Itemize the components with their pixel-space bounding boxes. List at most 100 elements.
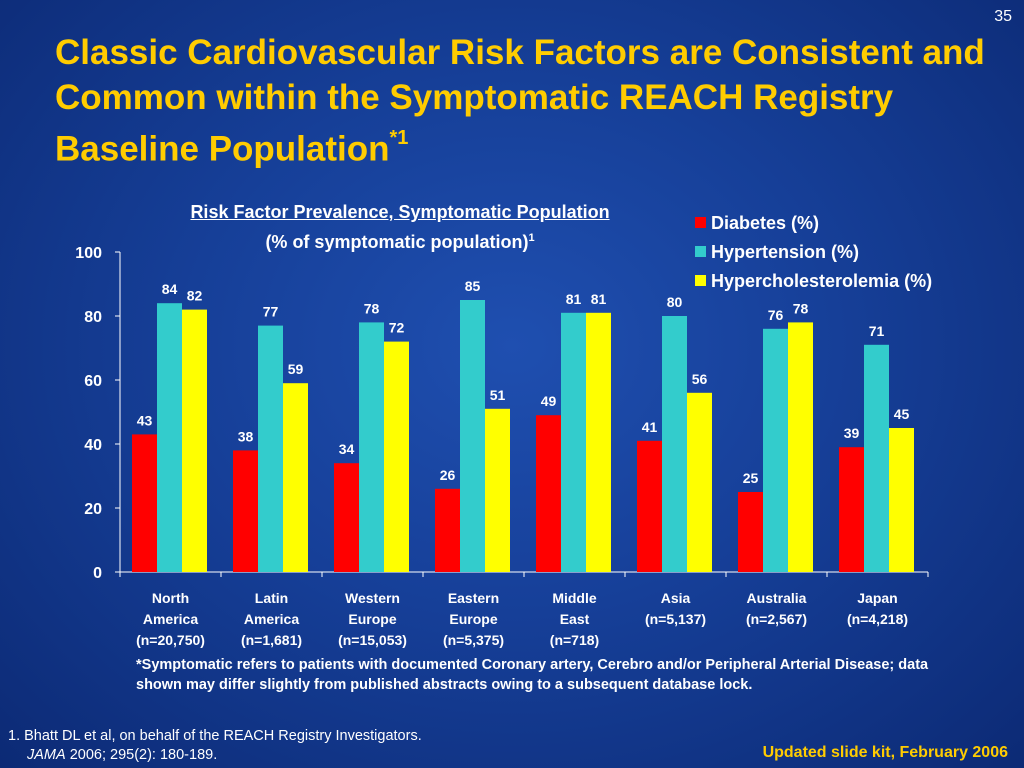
reference-line-2: JAMA 2006; 295(2): 180-189.: [8, 746, 422, 765]
data-label: 25: [743, 470, 759, 486]
data-label: 41: [642, 419, 658, 435]
data-label: 71: [869, 323, 885, 339]
bar: [687, 392, 712, 572]
data-label: 43: [137, 412, 153, 428]
x-tick-label: (n=5,375): [443, 632, 504, 648]
bar: [864, 344, 889, 572]
data-label: 81: [566, 291, 582, 307]
reference: 1. Bhatt DL et al, on behalf of the REAC…: [8, 727, 422, 765]
reference-line-1: 1. Bhatt DL et al, on behalf of the REAC…: [8, 728, 422, 744]
updated-note: Updated slide kit, February 2006: [762, 744, 1008, 761]
bar: [334, 463, 359, 572]
bar: [182, 309, 207, 572]
x-tick-label: (n=1,681): [241, 632, 302, 648]
x-tick-label: Europe: [348, 611, 396, 627]
y-tick-label: 40: [84, 437, 102, 454]
x-tick-label: America: [143, 611, 198, 627]
slide-number: 35: [994, 8, 1012, 25]
data-label: 45: [894, 406, 910, 422]
x-tick-label: America: [244, 611, 299, 627]
chart-subtitle: (% of symptomatic population): [265, 232, 529, 252]
legend-label-hypertension: Hypertension (%): [711, 242, 860, 262]
data-label: 80: [667, 294, 683, 310]
chart-title-block: Risk Factor Prevalence, Symptomatic Popu…: [110, 199, 690, 255]
x-tick-label: (n=5,137): [645, 611, 706, 627]
x-tick-label: Western: [345, 590, 400, 606]
x-tick-label: Japan: [857, 590, 897, 606]
bar: [763, 328, 788, 572]
footnote: *Symptomatic refers to patients with doc…: [136, 657, 929, 693]
y-tick-label: 0: [93, 565, 102, 582]
x-tick-label: Europe: [449, 611, 497, 627]
legend-swatch-hypercholesterolemia: [695, 275, 706, 286]
data-label: 49: [541, 393, 557, 409]
x-tick-label: Australia: [747, 590, 807, 606]
data-label: 85: [465, 278, 481, 294]
x-tick-label: (n=4,218): [847, 611, 908, 627]
x-tick-label: (n=718): [550, 632, 599, 648]
legend-item-hypertension: Hypertension (%): [695, 240, 859, 264]
bar: [233, 450, 258, 572]
data-label: 81: [591, 291, 607, 307]
bar: [586, 312, 611, 572]
data-label: 38: [238, 428, 254, 444]
data-label: 78: [793, 300, 809, 316]
slide-title: Classic Cardiovascular Risk Factors are …: [55, 30, 1005, 172]
bar: [662, 316, 687, 572]
data-label: 34: [339, 441, 355, 457]
data-label: 72: [389, 320, 405, 336]
bar: [435, 488, 460, 572]
bar: [839, 447, 864, 572]
bar: [283, 383, 308, 572]
data-label: 77: [263, 304, 279, 320]
y-tick-label: 100: [75, 245, 102, 262]
reference-journal: JAMA: [27, 747, 66, 763]
chart-title: Risk Factor Prevalence, Symptomatic Popu…: [190, 202, 610, 222]
bar: [788, 322, 813, 572]
x-tick-label: (n=15,053): [338, 632, 407, 648]
bar: [738, 492, 763, 572]
data-label: 76: [768, 307, 784, 323]
x-tick-label: Asia: [661, 590, 691, 606]
y-tick-label: 80: [84, 309, 102, 326]
data-label: 84: [162, 281, 178, 297]
bar: [536, 415, 561, 572]
bar: [132, 434, 157, 572]
data-label: 78: [364, 300, 380, 316]
legend-label-diabetes: Diabetes (%): [711, 213, 820, 233]
bar: [485, 408, 510, 572]
bar: [384, 341, 409, 572]
bar: [889, 428, 914, 572]
legend-item-diabetes: Diabetes (%): [695, 211, 819, 235]
data-label: 59: [288, 361, 304, 377]
x-tick-label: (n=2,567): [746, 611, 807, 627]
legend-label-hypercholesterolemia: Hypercholesterolemia (%): [711, 271, 933, 291]
legend-item-hypercholesterolemia: Hypercholesterolemia (%): [695, 269, 932, 293]
data-label: 82: [187, 288, 203, 304]
bar: [561, 312, 586, 572]
data-label: 51: [490, 387, 506, 403]
title-superscript: *1: [389, 127, 409, 149]
x-tick-label: Middle: [552, 590, 597, 606]
chart-subtitle-superscript: 1: [528, 232, 535, 244]
legend-swatch-diabetes: [695, 217, 706, 228]
legend-swatch-hypertension: [695, 246, 706, 257]
x-tick-label: North: [152, 590, 189, 606]
bar: [637, 440, 662, 572]
x-tick-label: Eastern: [448, 590, 499, 606]
bar: [258, 325, 283, 572]
x-tick-label: East: [560, 611, 590, 627]
reference-citation: 2006; 295(2): 180-189.: [69, 747, 218, 763]
data-label: 39: [844, 425, 860, 441]
slide-title-text: Classic Cardiovascular Risk Factors are …: [55, 33, 985, 169]
y-tick-label: 20: [84, 501, 102, 518]
data-label: 26: [440, 467, 456, 483]
x-tick-label: Latin: [255, 590, 288, 606]
data-label: 56: [692, 371, 708, 387]
bar: [359, 322, 384, 572]
chart-subtitle-line: (% of symptomatic population)1: [110, 225, 690, 255]
y-tick-label: 60: [84, 373, 102, 390]
bar: [157, 303, 182, 572]
bar: [460, 300, 485, 572]
